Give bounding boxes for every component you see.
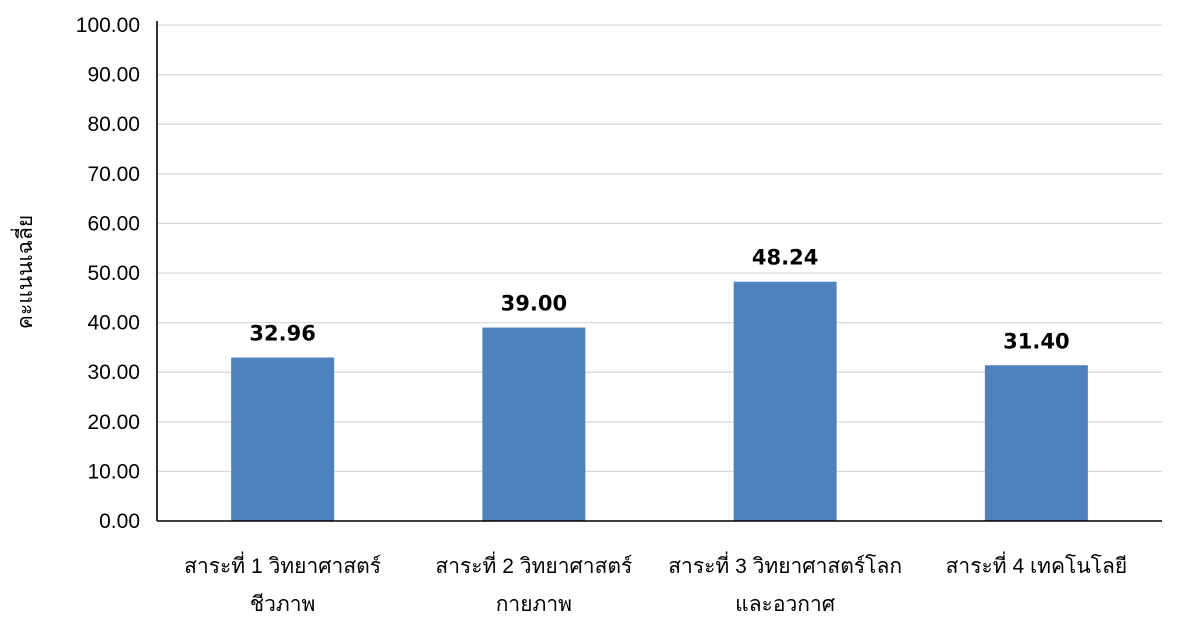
y-tick-label: 60.00 bbox=[87, 212, 140, 235]
y-tick-label: 40.00 bbox=[87, 312, 140, 335]
data-label: 39.00 bbox=[501, 292, 567, 316]
bars bbox=[231, 281, 1088, 521]
data-label: 32.96 bbox=[249, 322, 315, 346]
x-category-label: กายภาพ bbox=[496, 593, 572, 616]
y-tick-label: 90.00 bbox=[87, 64, 140, 87]
y-tick-label: 30.00 bbox=[87, 361, 140, 384]
y-tick-label: 80.00 bbox=[87, 113, 140, 136]
data-label: 31.40 bbox=[1003, 329, 1069, 353]
y-tick-label: 50.00 bbox=[87, 262, 140, 285]
x-category-label: และอวกาศ bbox=[735, 593, 836, 616]
y-axis-title: คะแนนเฉลี่ย bbox=[10, 215, 37, 329]
x-category-label: สาระที่ 2 วิทยาศาสตร์ bbox=[435, 551, 632, 578]
data-label: 48.24 bbox=[752, 246, 818, 270]
x-category-label: สาระที่ 1 วิทยาศาสตร์ bbox=[184, 551, 381, 578]
bar bbox=[984, 365, 1088, 521]
x-category-label: สาระที่ 3 วิทยาศาสตร์โลก bbox=[668, 551, 902, 578]
axes bbox=[156, 21, 1162, 522]
y-tick-label: 10.00 bbox=[87, 460, 140, 483]
y-tick-label: 100.00 bbox=[76, 14, 140, 37]
y-tick-label: 20.00 bbox=[87, 411, 140, 434]
data-labels: 32.96 39.00 48.24 31.40 bbox=[249, 246, 1069, 354]
bar bbox=[231, 357, 335, 521]
x-category-label: ชีวภาพ bbox=[250, 593, 316, 616]
y-tick-label: 70.00 bbox=[87, 163, 140, 186]
y-tick-labels: 0.00 10.00 20.00 30.00 40.00 50.00 60.00 70.00 8… bbox=[76, 14, 140, 533]
x-category-label: สาระที่ 4 เทคโนโลยี bbox=[946, 551, 1128, 578]
bar bbox=[482, 327, 586, 521]
x-category-labels: สาระที่ 1 วิทยาศาสตร์ชีวภาพ สาระที่ 2 วิท… bbox=[184, 551, 1127, 616]
y-tick-label: 0.00 bbox=[99, 510, 140, 533]
bar bbox=[733, 281, 837, 521]
